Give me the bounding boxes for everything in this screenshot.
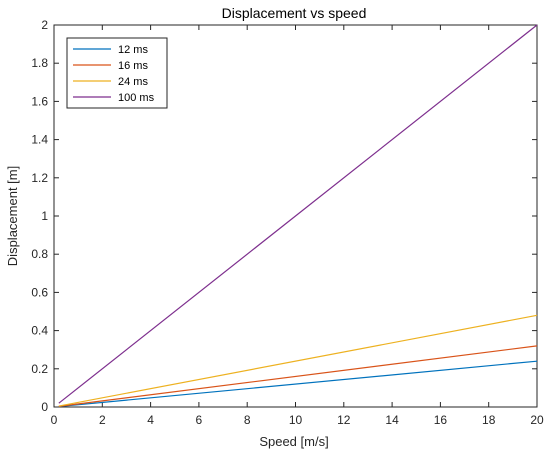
y-tick-label: 1.2 [31,171,48,185]
legend-label: 100 ms [118,92,155,104]
legend-label: 12 ms [118,44,148,56]
x-tick-label: 14 [385,413,399,427]
y-tick-label: 0.6 [31,285,48,299]
y-tick-label: 2 [41,18,48,32]
y-tick-label: 0 [41,400,48,414]
x-tick-label: 18 [482,413,496,427]
x-tick-label: 6 [196,413,203,427]
x-tick-label: 0 [51,413,58,427]
y-tick-label: 0.8 [31,247,48,261]
series-line [58,24,538,404]
legend: 12 ms 16 ms 24 ms 100 ms [66,37,168,109]
x-tick-label: 20 [530,413,544,427]
series-line [58,345,538,407]
legend-label: 16 ms [118,60,148,72]
series-line [58,360,538,408]
y-tick-label: 0.4 [31,324,48,338]
legend-box [66,37,168,109]
x-tick-label: 10 [289,413,303,427]
x-tick-label: 12 [337,413,351,427]
y-tick-label: 0.2 [31,362,48,376]
x-axis-label: Speed [m/s] [259,434,328,449]
series-line [58,314,538,407]
y-tick-label: 1 [41,209,48,223]
legend-label: 24 ms [118,76,148,88]
y-axis-label: Displacement [m] [5,166,20,266]
y-tick-label: 1.8 [31,56,48,70]
y-tick-label: 1.4 [31,133,48,147]
x-tick-label: 4 [147,413,154,427]
x-tick-label: 16 [434,413,448,427]
y-tick-label: 1.6 [31,94,48,108]
chart-title: Displacement vs speed [222,5,367,21]
x-tick-label: 2 [99,413,106,427]
x-tick-label: 8 [244,413,251,427]
